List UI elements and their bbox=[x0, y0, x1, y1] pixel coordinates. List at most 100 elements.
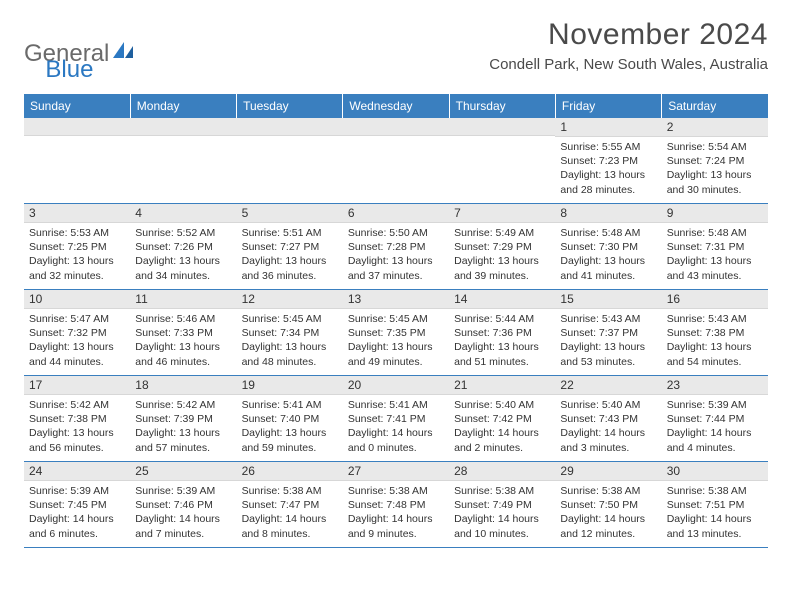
day-cell: 2Sunrise: 5:54 AMSunset: 7:24 PMDaylight… bbox=[662, 118, 768, 204]
day-number: 24 bbox=[24, 462, 130, 481]
day-details: Sunrise: 5:38 AMSunset: 7:51 PMDaylight:… bbox=[662, 481, 768, 545]
day-cell: 25Sunrise: 5:39 AMSunset: 7:46 PMDayligh… bbox=[130, 462, 236, 548]
day-cell: 12Sunrise: 5:45 AMSunset: 7:34 PMDayligh… bbox=[237, 290, 343, 376]
day-cell: 28Sunrise: 5:38 AMSunset: 7:49 PMDayligh… bbox=[449, 462, 555, 548]
day-cell: 10Sunrise: 5:47 AMSunset: 7:32 PMDayligh… bbox=[24, 290, 130, 376]
day-number: 10 bbox=[24, 290, 130, 309]
day-details: Sunrise: 5:41 AMSunset: 7:40 PMDaylight:… bbox=[237, 395, 343, 459]
column-header: Sunday bbox=[24, 95, 130, 118]
day-cell: 27Sunrise: 5:38 AMSunset: 7:48 PMDayligh… bbox=[343, 462, 449, 548]
day-cell bbox=[449, 118, 555, 204]
week-row: 24Sunrise: 5:39 AMSunset: 7:45 PMDayligh… bbox=[24, 462, 768, 548]
day-number: 28 bbox=[449, 462, 555, 481]
column-header: Friday bbox=[555, 95, 661, 118]
day-cell: 4Sunrise: 5:52 AMSunset: 7:26 PMDaylight… bbox=[130, 204, 236, 290]
day-details: Sunrise: 5:53 AMSunset: 7:25 PMDaylight:… bbox=[24, 223, 130, 287]
day-details: Sunrise: 5:48 AMSunset: 7:30 PMDaylight:… bbox=[555, 223, 661, 287]
day-number: 18 bbox=[130, 376, 236, 395]
day-number bbox=[237, 118, 343, 136]
day-number: 21 bbox=[449, 376, 555, 395]
day-cell: 7Sunrise: 5:49 AMSunset: 7:29 PMDaylight… bbox=[449, 204, 555, 290]
calendar-page: General Blue November 2024 Condell Park,… bbox=[0, 0, 792, 548]
logo-text-blue: Blue bbox=[45, 56, 93, 84]
day-number: 26 bbox=[237, 462, 343, 481]
week-row: 10Sunrise: 5:47 AMSunset: 7:32 PMDayligh… bbox=[24, 290, 768, 376]
day-number: 12 bbox=[237, 290, 343, 309]
day-details: Sunrise: 5:48 AMSunset: 7:31 PMDaylight:… bbox=[662, 223, 768, 287]
day-details: Sunrise: 5:38 AMSunset: 7:47 PMDaylight:… bbox=[237, 481, 343, 545]
location-text: Condell Park, New South Wales, Australia bbox=[489, 56, 768, 73]
day-details: Sunrise: 5:39 AMSunset: 7:46 PMDaylight:… bbox=[130, 481, 236, 545]
day-number: 25 bbox=[130, 462, 236, 481]
day-number: 15 bbox=[555, 290, 661, 309]
day-cell: 6Sunrise: 5:50 AMSunset: 7:28 PMDaylight… bbox=[343, 204, 449, 290]
title-block: November 2024 Condell Park, New South Wa… bbox=[489, 18, 768, 73]
day-details: Sunrise: 5:38 AMSunset: 7:49 PMDaylight:… bbox=[449, 481, 555, 545]
day-cell: 30Sunrise: 5:38 AMSunset: 7:51 PMDayligh… bbox=[662, 462, 768, 548]
day-number: 13 bbox=[343, 290, 449, 309]
week-row: 1Sunrise: 5:55 AMSunset: 7:23 PMDaylight… bbox=[24, 118, 768, 204]
day-cell: 19Sunrise: 5:41 AMSunset: 7:40 PMDayligh… bbox=[237, 376, 343, 462]
day-cell: 9Sunrise: 5:48 AMSunset: 7:31 PMDaylight… bbox=[662, 204, 768, 290]
calendar-table: SundayMondayTuesdayWednesdayThursdayFrid… bbox=[24, 94, 768, 548]
day-number: 7 bbox=[449, 204, 555, 223]
day-number: 3 bbox=[24, 204, 130, 223]
day-details: Sunrise: 5:45 AMSunset: 7:34 PMDaylight:… bbox=[237, 309, 343, 373]
day-cell bbox=[24, 118, 130, 204]
day-cell: 13Sunrise: 5:45 AMSunset: 7:35 PMDayligh… bbox=[343, 290, 449, 376]
day-number: 27 bbox=[343, 462, 449, 481]
day-details: Sunrise: 5:55 AMSunset: 7:23 PMDaylight:… bbox=[555, 137, 661, 201]
day-details: Sunrise: 5:54 AMSunset: 7:24 PMDaylight:… bbox=[662, 137, 768, 201]
day-number: 14 bbox=[449, 290, 555, 309]
day-number: 8 bbox=[555, 204, 661, 223]
day-number: 4 bbox=[130, 204, 236, 223]
column-header: Monday bbox=[130, 95, 236, 118]
week-row: 17Sunrise: 5:42 AMSunset: 7:38 PMDayligh… bbox=[24, 376, 768, 462]
day-details: Sunrise: 5:39 AMSunset: 7:45 PMDaylight:… bbox=[24, 481, 130, 545]
day-details: Sunrise: 5:38 AMSunset: 7:48 PMDaylight:… bbox=[343, 481, 449, 545]
day-cell: 24Sunrise: 5:39 AMSunset: 7:45 PMDayligh… bbox=[24, 462, 130, 548]
day-details: Sunrise: 5:38 AMSunset: 7:50 PMDaylight:… bbox=[555, 481, 661, 545]
day-number: 5 bbox=[237, 204, 343, 223]
day-number bbox=[343, 118, 449, 136]
day-cell: 14Sunrise: 5:44 AMSunset: 7:36 PMDayligh… bbox=[449, 290, 555, 376]
day-number: 16 bbox=[662, 290, 768, 309]
day-details: Sunrise: 5:45 AMSunset: 7:35 PMDaylight:… bbox=[343, 309, 449, 373]
day-details: Sunrise: 5:52 AMSunset: 7:26 PMDaylight:… bbox=[130, 223, 236, 287]
month-title: November 2024 bbox=[489, 18, 768, 52]
day-cell: 11Sunrise: 5:46 AMSunset: 7:33 PMDayligh… bbox=[130, 290, 236, 376]
day-cell: 5Sunrise: 5:51 AMSunset: 7:27 PMDaylight… bbox=[237, 204, 343, 290]
day-cell: 26Sunrise: 5:38 AMSunset: 7:47 PMDayligh… bbox=[237, 462, 343, 548]
day-number: 23 bbox=[662, 376, 768, 395]
column-header: Thursday bbox=[449, 95, 555, 118]
week-row: 3Sunrise: 5:53 AMSunset: 7:25 PMDaylight… bbox=[24, 204, 768, 290]
day-cell: 16Sunrise: 5:43 AMSunset: 7:38 PMDayligh… bbox=[662, 290, 768, 376]
day-details: Sunrise: 5:44 AMSunset: 7:36 PMDaylight:… bbox=[449, 309, 555, 373]
day-number: 22 bbox=[555, 376, 661, 395]
day-details: Sunrise: 5:43 AMSunset: 7:37 PMDaylight:… bbox=[555, 309, 661, 373]
day-cell: 20Sunrise: 5:41 AMSunset: 7:41 PMDayligh… bbox=[343, 376, 449, 462]
day-cell bbox=[130, 118, 236, 204]
day-details: Sunrise: 5:51 AMSunset: 7:27 PMDaylight:… bbox=[237, 223, 343, 287]
logo: General Blue bbox=[24, 24, 93, 84]
day-cell: 23Sunrise: 5:39 AMSunset: 7:44 PMDayligh… bbox=[662, 376, 768, 462]
logo-sail-icon bbox=[113, 42, 135, 65]
day-number bbox=[24, 118, 130, 136]
day-details: Sunrise: 5:43 AMSunset: 7:38 PMDaylight:… bbox=[662, 309, 768, 373]
day-details: Sunrise: 5:47 AMSunset: 7:32 PMDaylight:… bbox=[24, 309, 130, 373]
day-number bbox=[449, 118, 555, 136]
day-cell: 29Sunrise: 5:38 AMSunset: 7:50 PMDayligh… bbox=[555, 462, 661, 548]
day-cell: 1Sunrise: 5:55 AMSunset: 7:23 PMDaylight… bbox=[555, 118, 661, 204]
day-cell: 8Sunrise: 5:48 AMSunset: 7:30 PMDaylight… bbox=[555, 204, 661, 290]
day-number bbox=[130, 118, 236, 136]
day-details: Sunrise: 5:46 AMSunset: 7:33 PMDaylight:… bbox=[130, 309, 236, 373]
day-cell: 17Sunrise: 5:42 AMSunset: 7:38 PMDayligh… bbox=[24, 376, 130, 462]
day-number: 9 bbox=[662, 204, 768, 223]
day-number: 6 bbox=[343, 204, 449, 223]
day-details: Sunrise: 5:50 AMSunset: 7:28 PMDaylight:… bbox=[343, 223, 449, 287]
day-number: 1 bbox=[555, 118, 661, 137]
day-cell: 18Sunrise: 5:42 AMSunset: 7:39 PMDayligh… bbox=[130, 376, 236, 462]
column-header: Tuesday bbox=[237, 95, 343, 118]
day-details: Sunrise: 5:40 AMSunset: 7:43 PMDaylight:… bbox=[555, 395, 661, 459]
day-cell: 3Sunrise: 5:53 AMSunset: 7:25 PMDaylight… bbox=[24, 204, 130, 290]
